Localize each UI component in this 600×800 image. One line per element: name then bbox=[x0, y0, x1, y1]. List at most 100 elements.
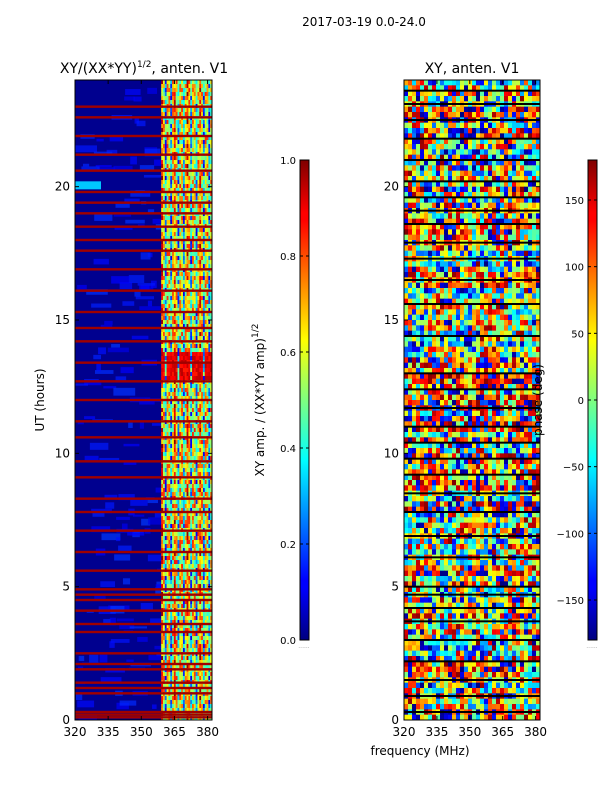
heatmap-cell bbox=[184, 120, 188, 125]
heatmap-cell bbox=[532, 85, 537, 92]
heatmap-cell bbox=[202, 208, 206, 213]
heatmap-cell bbox=[166, 348, 169, 353]
heatmap-cell bbox=[170, 328, 173, 333]
heatmap-cell bbox=[184, 180, 188, 185]
flagged-row bbox=[75, 249, 212, 252]
colorbar-tick-label: 0.6 bbox=[280, 348, 296, 359]
heatmap-cell bbox=[195, 128, 198, 133]
heatmap-cell bbox=[202, 620, 206, 625]
heatmap-cell bbox=[173, 88, 177, 93]
heatmap-cell bbox=[488, 85, 493, 92]
heatmap-cell bbox=[179, 616, 182, 621]
heatmap-cell bbox=[186, 124, 189, 129]
heatmap-cell bbox=[166, 88, 169, 93]
heatmap-cell bbox=[172, 352, 175, 357]
heatmap-cell bbox=[181, 604, 184, 609]
heatmap-cell bbox=[181, 468, 184, 473]
heatmap-cell bbox=[164, 636, 168, 641]
heatmap-cell bbox=[181, 696, 184, 701]
heatmap-cell bbox=[175, 292, 179, 297]
heatmap-cell bbox=[161, 348, 164, 353]
heatmap-cell bbox=[197, 284, 200, 289]
heatmap-cell bbox=[175, 396, 179, 401]
heatmap-cell bbox=[204, 540, 208, 545]
heatmap-cell bbox=[175, 344, 179, 349]
heatmap-cell bbox=[208, 624, 211, 629]
heatmap-cell bbox=[181, 576, 184, 581]
heatmap-cell bbox=[202, 564, 206, 569]
heatmap-cell bbox=[206, 344, 209, 349]
heatmap-cell bbox=[201, 260, 204, 265]
heatmap-cell bbox=[162, 620, 166, 625]
heatmap-cell bbox=[195, 276, 198, 281]
heatmap-cell bbox=[184, 108, 188, 113]
heatmap-cell bbox=[193, 636, 197, 641]
heatmap-cell bbox=[161, 236, 164, 241]
heatmap-cell bbox=[204, 344, 208, 349]
heatmap-cell bbox=[188, 396, 191, 401]
heatmap-cell bbox=[164, 472, 168, 477]
heatmap-cell bbox=[432, 106, 437, 113]
heatmap-cell bbox=[197, 324, 200, 329]
heatmap-cell bbox=[162, 696, 166, 701]
heatmap-cell bbox=[166, 84, 169, 89]
heatmap-cell bbox=[170, 396, 173, 401]
heatmap-cell bbox=[162, 448, 166, 453]
heatmap-cell bbox=[193, 136, 197, 141]
heatmap-cell bbox=[170, 412, 173, 417]
heatmap-cell bbox=[164, 180, 168, 185]
heatmap-cell bbox=[170, 336, 173, 341]
heatmap-cell bbox=[175, 144, 179, 149]
heatmap-cell bbox=[164, 220, 168, 225]
heatmap-cell bbox=[173, 220, 177, 225]
heatmap-cell bbox=[184, 624, 188, 629]
heatmap-cell bbox=[161, 260, 164, 265]
heatmap-cell bbox=[202, 492, 206, 497]
heatmap-cell bbox=[161, 600, 164, 605]
heatmap-cell bbox=[206, 464, 209, 469]
heatmap-cell bbox=[208, 108, 211, 113]
heatmap-cell bbox=[199, 396, 202, 401]
heatmap-cell bbox=[193, 332, 197, 337]
heatmap-cell bbox=[162, 344, 166, 349]
heatmap-cell bbox=[162, 408, 166, 413]
heatmap-cell bbox=[192, 372, 195, 377]
heatmap-cell bbox=[172, 284, 175, 289]
heatmap-cell bbox=[166, 300, 169, 305]
heatmap-cell bbox=[181, 676, 184, 681]
heatmap-cell bbox=[210, 412, 212, 417]
heatmap-cell bbox=[190, 352, 193, 357]
heatmap-cell bbox=[193, 176, 197, 181]
heatmap-cell bbox=[168, 80, 171, 85]
heatmap-cell bbox=[456, 96, 461, 102]
heatmap-cell bbox=[476, 80, 481, 86]
heatmap-cell bbox=[172, 600, 175, 605]
heatmap-cell bbox=[208, 448, 211, 453]
heatmap-cell bbox=[208, 660, 211, 665]
heatmap-cell bbox=[201, 556, 204, 561]
heatmap-cell bbox=[206, 304, 209, 309]
heatmap-cell bbox=[201, 616, 204, 621]
heatmap-cell bbox=[440, 112, 445, 118]
heatmap-cell bbox=[182, 516, 186, 521]
heatmap-cell bbox=[175, 324, 179, 329]
heatmap-cell bbox=[161, 384, 164, 389]
heatmap-cell bbox=[175, 108, 179, 113]
heatmap-cell bbox=[193, 480, 197, 485]
heatmap-cell bbox=[195, 612, 198, 617]
heatmap-cell bbox=[197, 384, 200, 389]
heatmap-cell bbox=[109, 641, 115, 648]
heatmap-cell bbox=[192, 300, 195, 305]
heatmap-cell bbox=[188, 352, 191, 357]
heatmap-cell bbox=[172, 400, 175, 405]
heatmap-cell bbox=[210, 352, 212, 357]
heatmap-cell bbox=[199, 604, 202, 609]
heatmap-cell bbox=[190, 676, 193, 681]
heatmap-cell bbox=[206, 604, 209, 609]
heatmap-cell bbox=[195, 520, 198, 525]
heatmap-cell bbox=[168, 632, 171, 637]
heatmap-cell bbox=[202, 320, 206, 325]
heatmap-cell bbox=[170, 204, 173, 209]
heatmap-cell bbox=[177, 280, 180, 285]
heatmap-cell bbox=[188, 564, 191, 569]
